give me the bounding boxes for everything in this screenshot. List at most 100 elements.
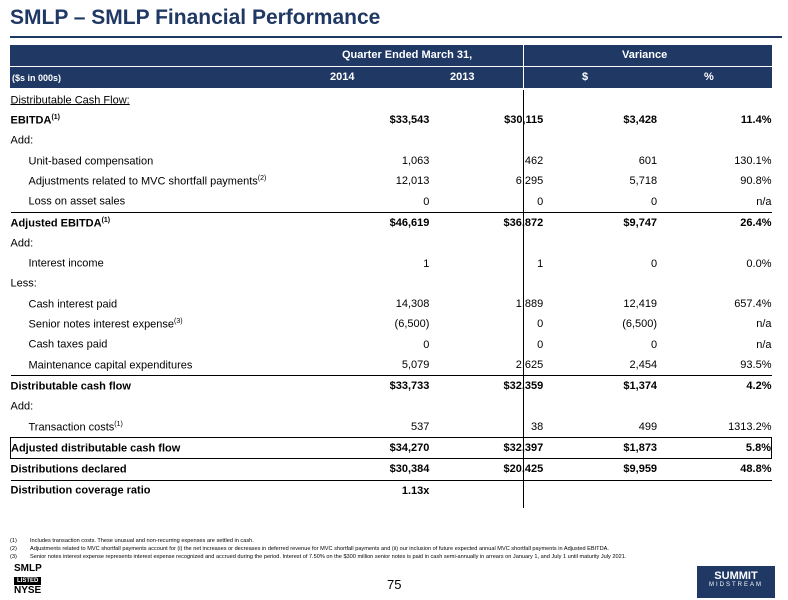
cell-c4: 657.4% [734, 298, 772, 311]
row-label: Cash interest paid [28, 298, 118, 311]
cell-c2 [429, 274, 543, 294]
row-label: Senior notes interest expense(3) [28, 318, 183, 331]
table-row: Add: [11, 131, 772, 151]
cell-c4: 90.8% [740, 175, 772, 188]
cell-c3: 0 [650, 338, 658, 351]
row-label: Add: [10, 400, 34, 413]
cell-c2: 2,625 [515, 359, 544, 371]
cell-c2: 6,295 [515, 175, 544, 188]
cell-c2: 0 [537, 318, 544, 331]
cell-c3: 499 [638, 420, 658, 433]
cell-c2: 38 [530, 420, 544, 433]
cell-c2: 0 [537, 338, 544, 351]
page-number: 75 [387, 577, 402, 592]
header-row-1: Quarter Ended March 31, Variance [10, 45, 772, 66]
cell-c1 [316, 233, 430, 253]
cell-c3: $3,428 [623, 114, 658, 127]
table-row: Distributable Cash Flow: [11, 90, 772, 110]
cell-c4: n/a [756, 318, 772, 331]
row-label: Add: [10, 237, 34, 250]
table-row: Cash taxes paid 0 0 0 n/a [11, 335, 772, 355]
cell-c1 [316, 90, 430, 110]
cell-c4: 48.8% [657, 458, 772, 481]
row-label: EBITDA(1) [10, 114, 61, 127]
cell-c1 [316, 131, 430, 151]
cell-c1: 1 [423, 257, 430, 270]
header-underline-period [271, 66, 523, 67]
cell-c3 [543, 274, 657, 294]
cell-c2: 1,889 [515, 298, 544, 311]
cell-c4 [657, 131, 771, 151]
header-underline-variance [524, 66, 772, 67]
page-title: SMLP – SMLP Financial Performance [10, 6, 381, 29]
cell-c3: $9,959 [543, 458, 658, 481]
financial-table: Distributable Cash Flow: EBITDA(1) $33,543… [9, 90, 773, 501]
footnotes: (1) Includes transaction costs. These unu… [10, 537, 626, 561]
header-2014: 2014 [330, 71, 355, 83]
row-label: Cash taxes paid [28, 339, 108, 352]
table-row: Adjusted distributable cash flow $34,270 $… [9, 437, 773, 460]
header-pct: % [704, 71, 714, 83]
cell-c2: $32,359 [429, 375, 544, 397]
column-divider [523, 90, 524, 508]
cell-c4 [657, 479, 772, 501]
table-row: Transaction costs(1) 537 38 499 1313.2% [11, 417, 772, 438]
row-label: Add: [10, 135, 34, 148]
smlp-nyse-logo: SMLP LISTED NYSE [14, 563, 42, 596]
cell-c4 [657, 233, 771, 253]
cell-c3: $9,747 [543, 211, 658, 234]
header-units: ($s in 000s) [12, 73, 62, 83]
cell-c4: n/a [756, 195, 772, 208]
cell-c3: 0 [650, 195, 658, 208]
cell-c1: $33,543 [389, 114, 430, 127]
cell-c1: $34,270 [315, 437, 430, 460]
cell-c4: 11.4% [740, 114, 772, 127]
table-row: Distributable cash flow$33,733$32,359$1,… [10, 375, 772, 397]
cell-c3: $1,374 [543, 375, 658, 397]
row-label: Less: [10, 278, 37, 291]
row-label: Distributable Cash Flow: [10, 94, 130, 107]
cell-c3: (6,500) [622, 318, 658, 331]
cell-c4: 93.5% [740, 359, 772, 371]
table-row: Distributions declared$30,384$20,425$9,9… [10, 458, 772, 481]
row-label: Loss on asset sales [28, 195, 126, 208]
cell-c3: 601 [638, 155, 658, 168]
cell-c2 [429, 233, 543, 253]
cell-c2: 1 [537, 257, 544, 270]
row-label: Interest income [28, 257, 104, 270]
cell-c1: 1.13x [315, 479, 430, 501]
cell-c4: 5.8% [657, 437, 773, 460]
summit-midstream-logo: SUMMIT MIDSTREAM [697, 566, 775, 598]
cell-c3: $1,873 [543, 437, 658, 460]
row-label: Distribution coverage ratio [10, 479, 316, 501]
cell-c2: $36,872 [429, 211, 544, 234]
table-row: Interest income 1 1 0 0.0% [11, 253, 772, 273]
cell-c2 [429, 479, 544, 501]
cell-c3: 5,718 [629, 175, 658, 188]
row-label: Unit-based compensation [28, 155, 154, 168]
header-row-2: ($s in 000s) 2014 2013 $ % [10, 67, 772, 88]
cell-c3 [543, 90, 657, 110]
cell-c4 [657, 90, 771, 110]
title-rule [10, 36, 782, 38]
cell-c4: 4.2% [657, 375, 772, 397]
cell-c3 [543, 233, 657, 253]
row-label: Adjusted EBITDA(1) [10, 211, 316, 234]
table-row: Adjustments related to MVC shortfall pay… [11, 171, 772, 191]
table-row: Unit-based compensation 1,063 462 601 130.1% [11, 151, 772, 171]
cell-c1: $33,733 [315, 375, 430, 397]
cell-c2: $20,425 [429, 458, 544, 481]
cell-c1: 0 [423, 338, 430, 351]
cell-c1: 0 [423, 195, 430, 208]
cell-c3: 12,419 [623, 298, 658, 311]
header-dollar: $ [582, 71, 589, 83]
cell-c1: 537 [411, 420, 430, 433]
table-row: Less: [11, 274, 772, 294]
footnote-3: (3) Senior notes interest expense represe… [10, 554, 627, 560]
cell-c4: n/a [756, 338, 772, 351]
header-2013: 2013 [450, 71, 475, 83]
header-divider [523, 45, 524, 88]
cell-c1 [316, 396, 430, 416]
cell-c1: 12,013 [395, 175, 430, 188]
cell-c4: 0.0% [746, 257, 772, 270]
